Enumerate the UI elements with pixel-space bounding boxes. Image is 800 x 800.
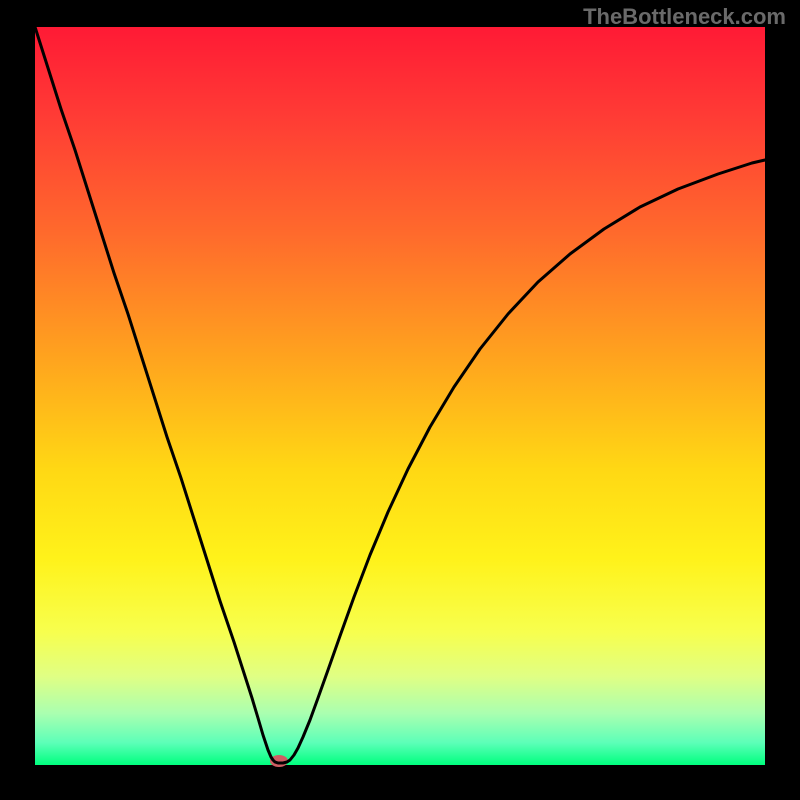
plot-background [35,27,765,765]
bottleneck-chart [0,0,800,800]
watermark-label: TheBottleneck.com [583,4,786,30]
